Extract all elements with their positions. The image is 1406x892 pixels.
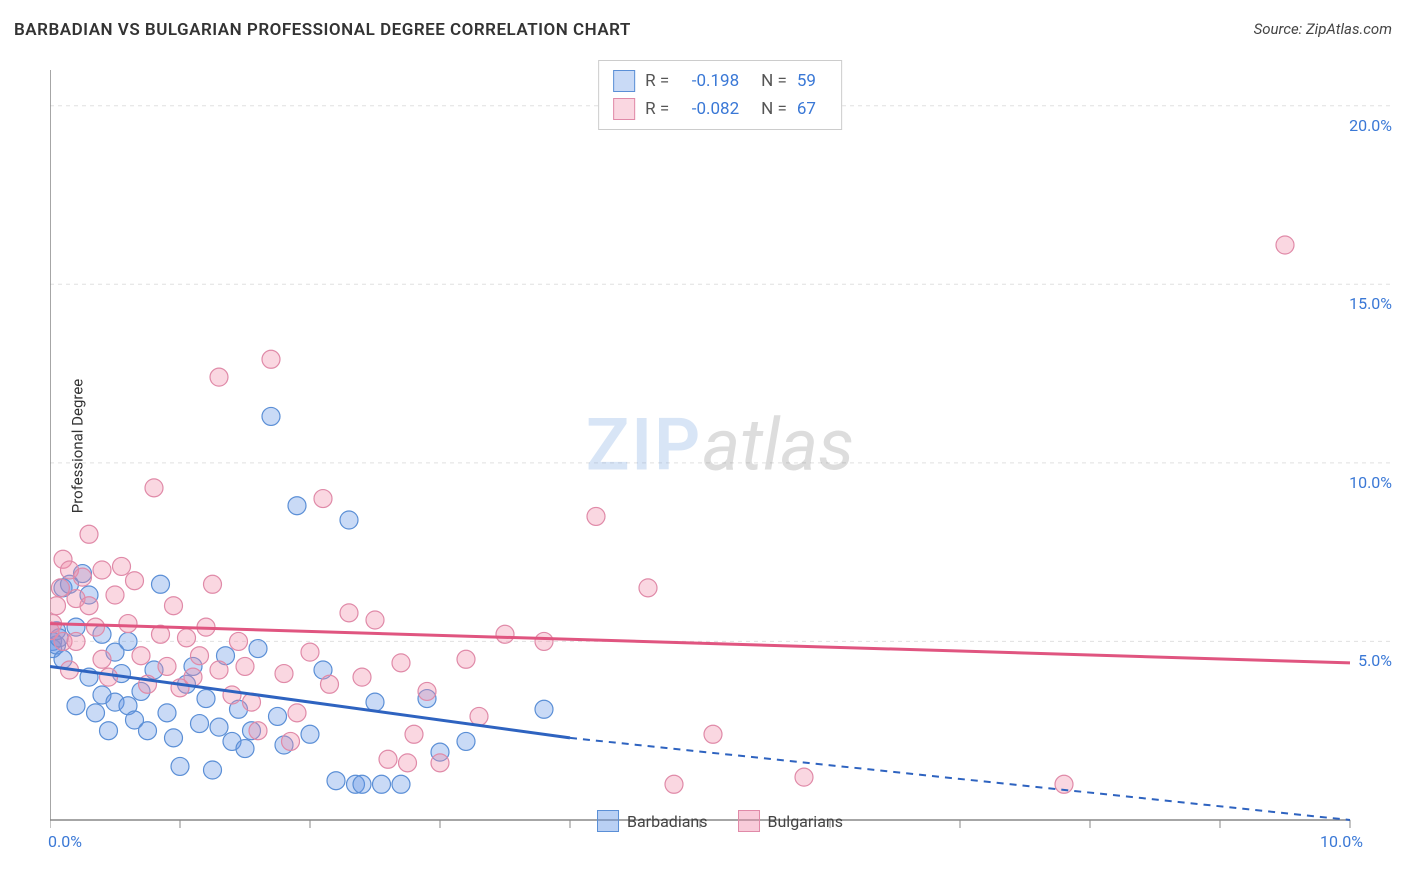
r-label: R = xyxy=(645,67,669,95)
scatter-plot: ZIPatlas R =-0.198N =59R =-0.082N =67 5.… xyxy=(50,60,1390,830)
n-label: N = xyxy=(761,95,787,123)
n-value: 59 xyxy=(797,67,827,95)
chart-canvas xyxy=(50,60,1390,830)
n-label: N = xyxy=(761,67,787,95)
legend-swatch xyxy=(738,810,760,832)
series-swatch xyxy=(613,70,635,92)
y-tick-label: 5.0% xyxy=(1358,651,1392,670)
r-value: -0.198 xyxy=(679,67,739,95)
legend-item: Bulgarians xyxy=(738,810,843,832)
stats-row: R = -0.198 N = 59 xyxy=(613,67,827,95)
r-label: R = xyxy=(645,95,669,123)
stats-row: R = -0.082 N = 67 xyxy=(613,95,827,123)
correlation-stats-box: R = -0.198 N = 59 R = -0.082 N = 67 xyxy=(598,60,842,130)
y-tick-label: 15.0% xyxy=(1349,294,1392,313)
r-value: -0.082 xyxy=(679,95,739,123)
source-attribution: Source: ZipAtlas.com xyxy=(1254,20,1392,38)
series-legend: Barbadians Bulgarians xyxy=(597,810,843,832)
legend-item: Barbadians xyxy=(597,810,708,832)
n-value: 67 xyxy=(797,95,827,123)
legend-label: Bulgarians xyxy=(768,812,843,831)
x-tick-label: 10.0% xyxy=(1320,832,1363,851)
y-tick-label: 20.0% xyxy=(1349,116,1392,135)
legend-label: Barbadians xyxy=(627,812,708,831)
chart-title: BARBADIAN VS BULGARIAN PROFESSIONAL DEGR… xyxy=(14,20,631,40)
y-tick-label: 10.0% xyxy=(1349,473,1392,492)
x-tick-label: 0.0% xyxy=(48,832,82,851)
series-swatch xyxy=(613,98,635,120)
legend-swatch xyxy=(597,810,619,832)
